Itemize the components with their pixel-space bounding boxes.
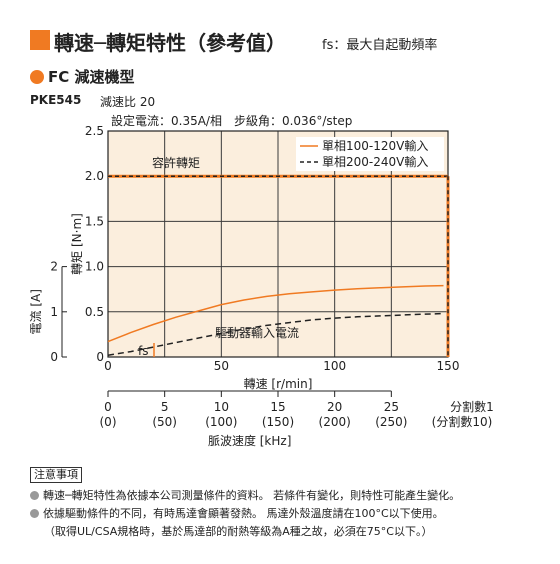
pulse-tick-sublabel: (150) — [262, 415, 294, 429]
current-tick-label: 1 — [50, 305, 58, 319]
current-axis-label: 電流 [A] — [29, 289, 43, 334]
y-tick-label: 0 — [96, 350, 104, 364]
chart-title: 轉速─轉矩特性（參考值） — [54, 31, 287, 55]
pulse-tick-sublabel: (50) — [152, 415, 177, 429]
note-item-2: 依據驅動條件的不同，有時馬達會顯著發熱。 馬達外殼溫度請在100°C以下使用。 — [30, 505, 444, 521]
x-tick-label: 0 — [104, 359, 112, 373]
current-tick-label: 0 — [50, 350, 58, 364]
y-tick-label: 1.5 — [85, 214, 104, 228]
current-tick-label: 2 — [50, 260, 58, 274]
y-tick-label: 2.5 — [85, 124, 104, 138]
title-marker-square — [30, 30, 50, 50]
y-tick-label: 2.0 — [85, 169, 104, 183]
pulse-tick-label: 5 — [161, 400, 169, 414]
pulse-tick-sublabel: (250) — [375, 415, 407, 429]
series-line-100v — [107, 284, 444, 343]
model-number: PKE545 — [30, 93, 82, 107]
pulse-tick-label: 15 — [270, 400, 285, 414]
legend-label: 單相100-120V輸入 — [322, 138, 428, 153]
note-text: 轉速─轉矩特性為依據本公司測量條件的資料。 若條件有變化，則特性可能產生變化。 — [43, 489, 461, 502]
legend-label: 單相200-240V輸入 — [322, 154, 428, 169]
fs-definition: fs：最大自起動頻率 — [322, 38, 438, 53]
notes-heading: 注意事項 — [30, 467, 82, 483]
pulse-tick-label: 25 — [384, 400, 399, 414]
pulse-tick-label: 20 — [327, 400, 342, 414]
current-setting: 設定電流：0.35A/相 步級角：0.036°/step — [111, 114, 353, 128]
note-item-1: 轉速─轉矩特性為依據本公司測量條件的資料。 若條件有變化，則特性可能產生變化。 — [30, 487, 460, 503]
division-1-label: 分割數1 — [450, 399, 494, 414]
pulse-tick-sublabel: (200) — [319, 415, 351, 429]
y-axis-label: 轉矩 [N·m] — [70, 213, 84, 275]
pulse-tick-sublabel: (100) — [205, 415, 237, 429]
pulse-tick-label: 0 — [104, 400, 112, 414]
note-text: 依據驅動條件的不同，有時馬達會顯著發熱。 馬達外殼溫度請在100°C以下使用。 — [43, 507, 444, 520]
permissible-torque-label: 容許轉矩 — [152, 155, 200, 170]
y-tick-label: 0.5 — [85, 305, 104, 319]
pulse-axis-label: 脈波速度 [kHz] — [208, 433, 291, 448]
x-tick-label: 150 — [437, 359, 460, 373]
x-tick-label: 50 — [214, 359, 229, 373]
gear-ratio: 減速比 20 — [100, 95, 156, 109]
note-bullet-icon — [30, 509, 39, 518]
gearhead-type-title: FC 減速機型 — [48, 68, 135, 86]
legend-box — [296, 137, 444, 171]
fs-label: fs — [138, 344, 148, 358]
pulse-tick-sublabel: (0) — [100, 415, 117, 429]
note-bullet-icon — [30, 491, 39, 500]
x-axis-label: 轉速 [r/min] — [244, 377, 313, 391]
y-tick-label: 1.0 — [85, 260, 104, 274]
x-tick-label: 100 — [323, 359, 346, 373]
division-10-label: (分割數10) — [432, 414, 493, 429]
note-sub: （取得UL/CSA規格時，基於馬達部的耐熱等級為A種之故，必須在75°C以下。） — [44, 525, 433, 538]
subtitle-bullet-icon — [30, 70, 44, 84]
pulse-tick-label: 10 — [214, 400, 229, 414]
series-line-200v — [107, 312, 444, 356]
driver-current-label: 驅動器輸入電流 — [215, 325, 299, 340]
